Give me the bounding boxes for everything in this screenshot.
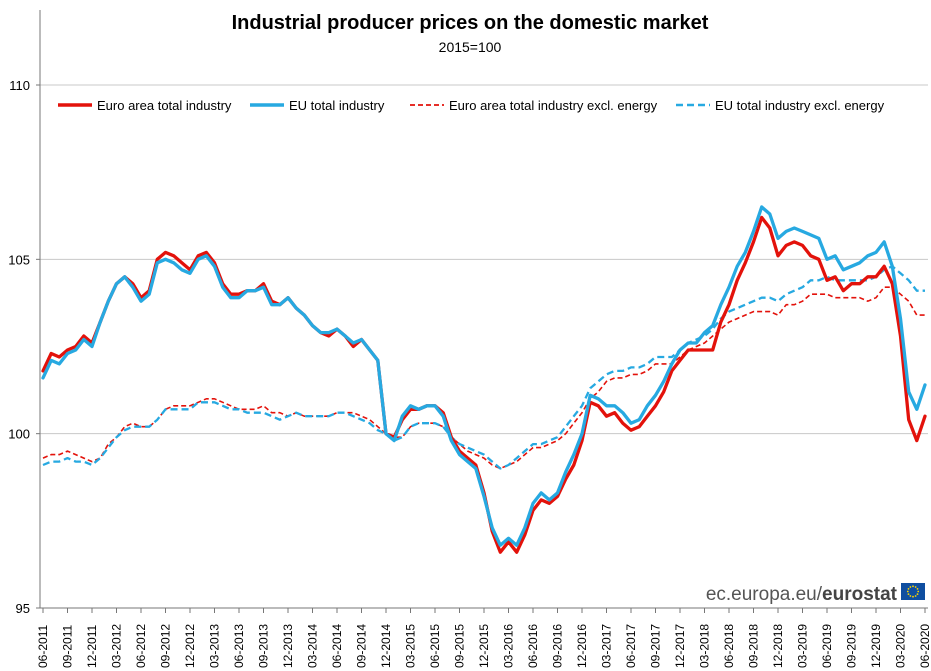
x-tick-label: 12-2014	[379, 624, 393, 668]
eurostat-watermark: ec.europa.eu/eurostat	[706, 583, 925, 605]
eu-flag-icon	[901, 583, 925, 600]
legend-item: EU total industry excl. energy	[676, 98, 885, 113]
x-tick-label: 09-2011	[61, 625, 75, 668]
x-tick-label: 09-2014	[355, 624, 369, 668]
x-tick-label: 12-2016	[575, 624, 589, 668]
x-tick-label: 03-2014	[306, 624, 320, 668]
series-line	[42, 286, 925, 470]
flag-star	[909, 595, 912, 597]
x-tick-label: 12-2012	[183, 624, 197, 668]
legend-item: Euro area total industry excl. energy	[410, 98, 658, 113]
y-tick-label: 110	[9, 78, 30, 93]
y-tick-labels: 95 100 105 110	[8, 78, 40, 616]
gridlines	[40, 84, 928, 435]
x-tick-label: 09-2018	[747, 624, 761, 668]
x-tick-label: 06-2015	[428, 624, 442, 668]
legend-item: EU total industry	[250, 98, 385, 113]
x-tick-label: 09-2012	[159, 624, 173, 668]
series-line	[42, 265, 925, 470]
x-tick-label: 12-2019	[869, 624, 883, 668]
y-tick-label: 100	[8, 427, 30, 442]
x-tick-label: 03-2016	[502, 624, 516, 668]
legend-label: EU total industry	[289, 98, 385, 113]
svg-text:ec.europa.eu/eurostat: ec.europa.eu/eurostat	[706, 584, 898, 605]
flag-star	[917, 590, 920, 593]
x-tick-labels: 06-2011 09-2011 12-2011 03-2012 06-2012 09-20…	[36, 608, 931, 668]
flag-star	[907, 588, 910, 590]
flag-star	[909, 586, 912, 588]
x-tick-label: 06-2013	[232, 624, 246, 668]
y-tick-label: 105	[8, 252, 30, 267]
flag-star	[914, 595, 917, 597]
x-tick-label: 03-2019	[796, 624, 810, 668]
x-tick-label: 06-2020	[918, 624, 931, 668]
x-tick-label: 09-2017	[649, 624, 663, 668]
x-tick-label: 12-2018	[771, 624, 785, 668]
chart-title: Industrial producer prices on the domest…	[232, 12, 709, 34]
x-tick-label: 09-2015	[453, 624, 467, 668]
x-tick-label: 12-2013	[281, 624, 295, 668]
flag-star	[914, 586, 917, 588]
x-tick-label: 03-2013	[208, 624, 222, 668]
x-tick-label: 06-2011	[36, 625, 50, 668]
series-line	[41, 205, 927, 547]
x-tick-label: 06-2014	[330, 624, 344, 668]
watermark-brand: eurostat	[822, 584, 898, 605]
legend-label: Euro area total industry excl. energy	[449, 98, 658, 113]
x-tick-label: 12-2015	[477, 624, 491, 668]
legend-item: Euro area total industry	[58, 98, 232, 113]
legend-label: Euro area total industry	[97, 98, 232, 113]
x-tick-label: 06-2018	[722, 624, 736, 668]
watermark-domain: ec.europa.eu/	[706, 584, 823, 605]
chart-subtitle: 2015=100	[439, 39, 502, 55]
x-tick-label: 06-2016	[526, 624, 540, 668]
x-tick-label: 03-2017	[600, 624, 614, 668]
x-tick-label: 09-2013	[257, 624, 271, 668]
flag-star	[912, 585, 914, 588]
flag-star	[907, 593, 910, 595]
flag-star	[916, 593, 919, 595]
y-tick-label: 95	[16, 601, 30, 616]
x-tick-label: 06-2017	[624, 624, 638, 668]
flag-star	[906, 590, 909, 593]
flag-star	[916, 588, 919, 590]
x-tick-label: 12-2017	[673, 624, 687, 668]
x-tick-label: 12-2011	[85, 625, 99, 668]
x-tick-label: 09-2019	[845, 624, 859, 668]
legend-label: EU total industry excl. energy	[715, 98, 885, 113]
legend: Euro area total industry EU total indust…	[58, 98, 885, 113]
x-tick-label: 03-2015	[404, 624, 418, 668]
x-tick-label: 06-2012	[134, 624, 148, 668]
flag-star	[912, 595, 914, 598]
x-tick-label: 03-2020	[894, 624, 908, 668]
x-tick-label: 03-2018	[698, 624, 712, 668]
series-lines	[41, 205, 927, 554]
x-tick-label: 09-2016	[551, 624, 565, 668]
x-tick-label: 06-2019	[820, 624, 834, 668]
x-tick-label: 03-2012	[110, 624, 124, 668]
